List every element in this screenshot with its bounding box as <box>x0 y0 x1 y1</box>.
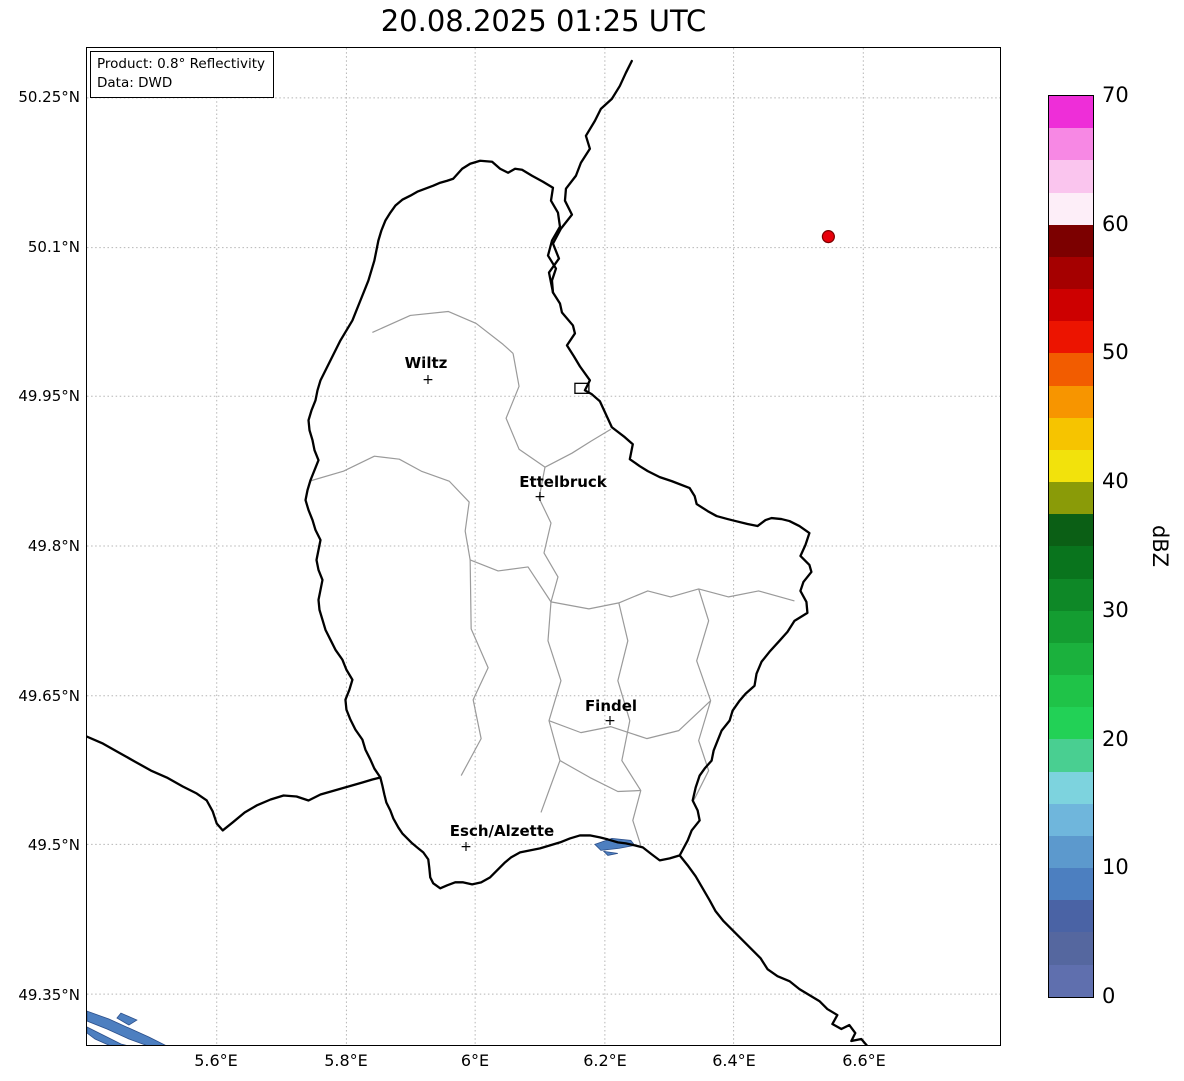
district-border-line <box>309 455 471 561</box>
colorbar-swatch <box>1049 868 1093 901</box>
colorbar-tick-label: 60 <box>1102 211 1129 236</box>
colorbar-tick-label: 70 <box>1102 83 1129 107</box>
colorbar-tick-label: 10 <box>1102 855 1129 880</box>
colorbar-swatch <box>1049 224 1093 257</box>
border-north-extension <box>547 59 633 294</box>
colorbar-swatch <box>1049 964 1093 997</box>
y-tick-label: 49.95°N <box>18 387 80 405</box>
y-tick-label: 49.5°N <box>27 836 80 854</box>
colorbar-swatch <box>1049 482 1093 515</box>
city-label: Ettelbruck <box>519 473 607 491</box>
product-label: Product: 0.8° Reflectivity <box>97 56 265 72</box>
map-canvas <box>87 48 1000 1045</box>
district-border-line <box>548 700 712 740</box>
colorbar-swatch <box>1049 932 1093 965</box>
data-source-label: Data: DWD <box>97 74 173 91</box>
colorbar-swatches <box>1049 96 1093 997</box>
colorbar-tick-label: 40 <box>1102 469 1129 494</box>
radar-echo-patch <box>116 1012 138 1026</box>
city-label: Wiltz <box>404 354 448 372</box>
district-border-line <box>550 588 795 610</box>
colorbar-swatch <box>1049 353 1093 386</box>
x-tick-label: 6.6°E <box>842 1051 886 1070</box>
colorbar-swatch <box>1049 610 1093 643</box>
colorbar-tick-label: 30 <box>1102 597 1129 622</box>
y-tick-label: 49.8°N <box>27 537 80 555</box>
district-border-line <box>617 602 642 846</box>
y-tick-label: 49.65°N <box>18 687 80 705</box>
x-tick-label: 6°E <box>460 1051 490 1070</box>
colorbar-swatch <box>1049 835 1093 869</box>
x-tick-label: 5.8°E <box>324 1051 368 1070</box>
colorbar-swatch <box>1049 449 1093 483</box>
colorbar-swatch <box>1049 192 1093 225</box>
grid-layer <box>87 48 1000 1045</box>
city-marker-icon: + <box>604 713 616 729</box>
colorbar-swatch <box>1049 739 1093 772</box>
colorbar-swatch <box>1049 642 1093 676</box>
colorbar-swatch <box>1049 128 1093 161</box>
district-border-line <box>372 310 514 354</box>
colorbar-swatch <box>1049 900 1093 933</box>
colorbar-swatch <box>1049 160 1093 193</box>
border-southeast-extension <box>678 854 868 1045</box>
colorbar-swatch <box>1049 417 1093 450</box>
colorbar-swatch <box>1049 578 1093 611</box>
district-border-line <box>559 760 641 793</box>
colorbar-tick-label: 20 <box>1102 726 1129 751</box>
district-border-line <box>538 467 559 603</box>
radar-echoes <box>87 838 636 1045</box>
colorbar-swatch <box>1049 256 1093 290</box>
colorbar-swatch <box>1049 385 1093 418</box>
city-marker-icon: + <box>534 489 546 505</box>
colorbar-swatch <box>1049 96 1093 129</box>
y-tick-label: 50.25°N <box>18 88 80 106</box>
city-label: Esch/Alzette <box>449 822 555 840</box>
x-tick-label: 6.2°E <box>583 1051 627 1070</box>
colorbar-unit-label: dBZ <box>1148 524 1172 568</box>
city-marker-icon: + <box>422 372 434 388</box>
colorbar-swatch <box>1049 675 1093 708</box>
colorbar-swatch <box>1049 321 1093 354</box>
colorbar-swatch <box>1049 803 1093 836</box>
district-border-line <box>693 588 712 801</box>
x-tick-label: 5.6°E <box>194 1051 238 1070</box>
colorbar-swatch <box>1049 771 1093 804</box>
colorbar-swatch <box>1049 514 1093 547</box>
colorbar <box>1048 95 1094 998</box>
district-border-line <box>469 559 552 603</box>
x-tick-label: 6.4°E <box>712 1051 756 1070</box>
figure-title: 20.08.2025 01:25 UTC <box>380 4 707 38</box>
radar-echo-patch <box>87 1010 166 1045</box>
city-label: Findel <box>584 697 638 715</box>
city-marker-icon: + <box>460 839 472 855</box>
district-border-line <box>540 601 562 813</box>
district-border-line <box>505 353 546 468</box>
district-borders <box>309 310 795 846</box>
district-border-line <box>544 428 612 468</box>
district-border-line <box>460 559 489 776</box>
luxembourg-border <box>304 159 813 890</box>
colorbar-tick-label: 50 <box>1102 340 1129 365</box>
border-west-extension <box>87 735 382 832</box>
radar-site-marker <box>821 230 835 244</box>
y-tick-label: 49.35°N <box>18 986 80 1004</box>
map-plot-area: Product: 0.8° Reflectivity Data: DWD <box>86 47 1001 1046</box>
radar-echo-patch <box>602 850 618 856</box>
colorbar-swatch <box>1049 546 1093 579</box>
radar-echo-patch <box>87 1026 127 1045</box>
country-borders <box>87 59 868 1045</box>
y-tick-label: 50.1°N <box>27 238 80 256</box>
colorbar-swatch <box>1049 289 1093 322</box>
product-info-box: Product: 0.8° Reflectivity Data: DWD <box>90 51 274 98</box>
border-detail-square <box>574 382 590 394</box>
colorbar-swatch <box>1049 707 1093 740</box>
colorbar-tick-label: 0 <box>1102 984 1116 1008</box>
